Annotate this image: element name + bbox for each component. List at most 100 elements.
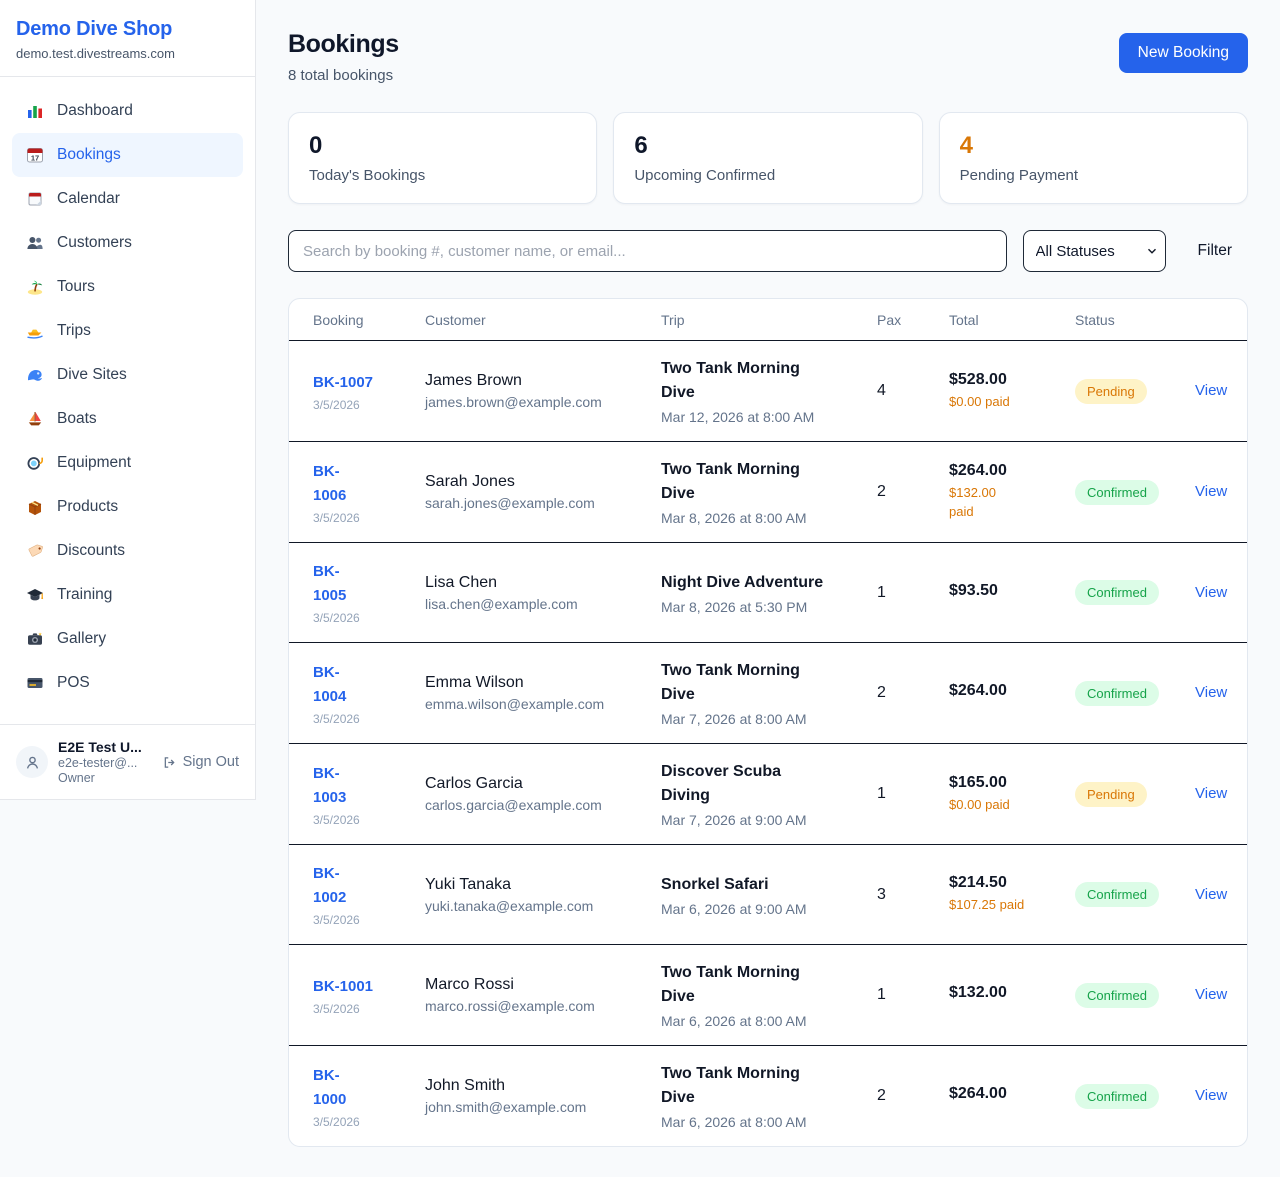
sidebar-item-pos[interactable]: POS [12,661,243,705]
pax-count: 1 [877,785,886,802]
speedboat-icon [26,322,44,340]
view-link[interactable]: View [1195,785,1228,802]
grad-cap-icon [26,586,44,604]
search-input[interactable] [288,230,1007,272]
booking-id-link[interactable]: BK-1007 [313,373,374,391]
stat-card-upcoming-confirmed: 6 Upcoming Confirmed [613,112,923,204]
stat-card-pending-payment: 4 Pending Payment [938,112,1248,204]
view-link[interactable]: View [1195,583,1228,601]
sidebar-item-calendar[interactable]: Calendar [12,177,243,221]
total-amount: $528.00 [949,370,1007,388]
trip-name: Two Tank Morning Dive [661,1065,800,1106]
sidebar-item-bookings[interactable]: 17 Bookings [12,133,243,177]
booking-id-link[interactable]: BK- 1000 [313,1066,347,1108]
view-link[interactable]: View [1195,382,1228,399]
status-badge: Confirmed [1075,982,1159,1008]
sidebar-header: Demo Dive Shop demo.test.divestreams.com [0,0,255,77]
view-link[interactable]: View [1195,684,1228,701]
stat-label: Today's Bookings [309,167,426,184]
customer-email: sarah.jones@example.com [425,495,595,511]
person-icon [26,756,38,769]
calendar-pad-icon [26,190,44,208]
view-link[interactable]: View [1195,986,1228,1003]
status-filter-select[interactable]: All Statuses [1022,230,1166,272]
bookings-table: Booking Customer Trip Pax Total Status B… [288,298,1248,1147]
sidebar-item-label: Bookings [57,146,121,163]
status-badge: Confirmed [1075,479,1159,505]
sidebar-item-trips[interactable]: Trips [12,309,243,353]
booking-id-link[interactable]: BK-1001 [313,977,374,995]
table-header-row: Booking Customer Trip Pax Total Status [289,299,1247,341]
filter-row: All Statuses Filter [288,230,1248,272]
booking-id-link[interactable]: BK- 1006 [313,462,347,504]
trip-datetime: Mar 7, 2026 at 9:00 AM [661,812,807,828]
total-amount: $264.00 [949,462,1007,480]
customer-name: Carlos Garcia [425,775,523,792]
status-badge: Confirmed [1075,680,1159,706]
sidebar-item-customers[interactable]: Customers [12,221,243,265]
view-link[interactable]: View [1195,1087,1228,1104]
filter-button[interactable]: Filter [1197,242,1232,259]
trip-name: Snorkel Safari [661,875,769,893]
column-header-booking: Booking [313,311,364,328]
booking-id-link[interactable]: BK- 1004 [313,663,347,705]
new-booking-button[interactable]: New Booking [1118,33,1248,73]
sidebar-item-label: Tours [57,278,95,295]
status-badge: Confirmed [1075,1083,1159,1109]
sign-out-button[interactable]: Sign Out [162,754,239,770]
sidebar-item-discounts[interactable]: Discounts [12,529,243,573]
trip-name: Two Tank Morning Dive [661,461,800,502]
customer-name: Sarah Jones [425,473,515,490]
sidebar-item-products[interactable]: Products [12,485,243,529]
view-link[interactable]: View [1195,483,1228,500]
shop-domain: demo.test.divestreams.com [16,46,175,61]
stat-label: Upcoming Confirmed [634,167,776,184]
column-header-pax: Pax [877,311,902,328]
booking-id-link[interactable]: BK- 1002 [313,865,347,906]
pax-count: 2 [877,684,886,701]
tag-icon [26,542,44,560]
trip-name: Discover Scuba Diving [661,763,782,804]
view-link[interactable]: View [1195,885,1228,903]
trip-datetime: Mar 6, 2026 at 8:00 AM [661,1013,807,1029]
shop-name[interactable]: Demo Dive Shop [16,18,173,40]
stat-value: 6 [634,132,648,159]
sidebar-item-gallery[interactable]: Gallery [12,617,243,661]
total-amount: $214.50 [949,874,1007,892]
bar-chart-icon [26,102,44,120]
table-row: BK-1007 3/5/2026 James Brown james.brown@e… [289,341,1247,442]
main-content: Bookings 8 total bookings New Booking 0 … [256,0,1280,1177]
table-row: BK- 1003 3/5/2026 Carlos Garcia carlos.gar… [289,744,1247,845]
table-row: BK- 1006 3/5/2026 Sarah Jones sarah.jones@… [289,442,1247,543]
sidebar-item-label: Boats [57,410,97,427]
sidebar-item-training[interactable]: Training [12,573,243,617]
camera-icon [26,630,44,648]
booking-date: 3/5/2026 [313,1001,360,1016]
svg-text:17: 17 [31,153,39,162]
sidebar-item-equipment[interactable]: Equipment [12,441,243,485]
total-amount: $165.00 [949,773,1007,791]
booking-date: 3/5/2026 [313,711,360,726]
calendar-date-icon: 17 [26,146,44,164]
customer-email: emma.wilson@example.com [425,696,605,712]
pax-count: 1 [877,986,886,1003]
page-subtitle: 8 total bookings [288,67,394,84]
stat-label: Pending Payment [959,167,1079,184]
sidebar-item-label: Dashboard [57,102,133,119]
status-badge: Pending [1075,378,1147,404]
booking-date: 3/5/2026 [313,812,360,827]
stat-card-todays-bookings: 0 Today's Bookings [288,112,598,204]
sidebar-item-tours[interactable]: Tours [12,265,243,309]
booking-id-link[interactable]: BK- 1005 [313,563,347,604]
sidebar-item-boats[interactable]: Boats [12,397,243,441]
trip-name: Two Tank Morning Dive [661,360,800,401]
sidebar-item-label: Gallery [57,630,107,647]
booking-date: 3/5/2026 [313,1114,360,1129]
sidebar-item-dashboard[interactable]: Dashboard [12,89,243,133]
customer-name: James Brown [425,372,522,389]
stat-value: 4 [959,132,974,159]
booking-id-link[interactable]: BK- 1003 [313,764,347,806]
page-title: Bookings [288,30,399,58]
table-row: BK- 1000 3/5/2026 John Smith john.smith@ex… [289,1046,1247,1146]
sidebar-item-dive-sites[interactable]: Dive Sites [12,353,243,397]
